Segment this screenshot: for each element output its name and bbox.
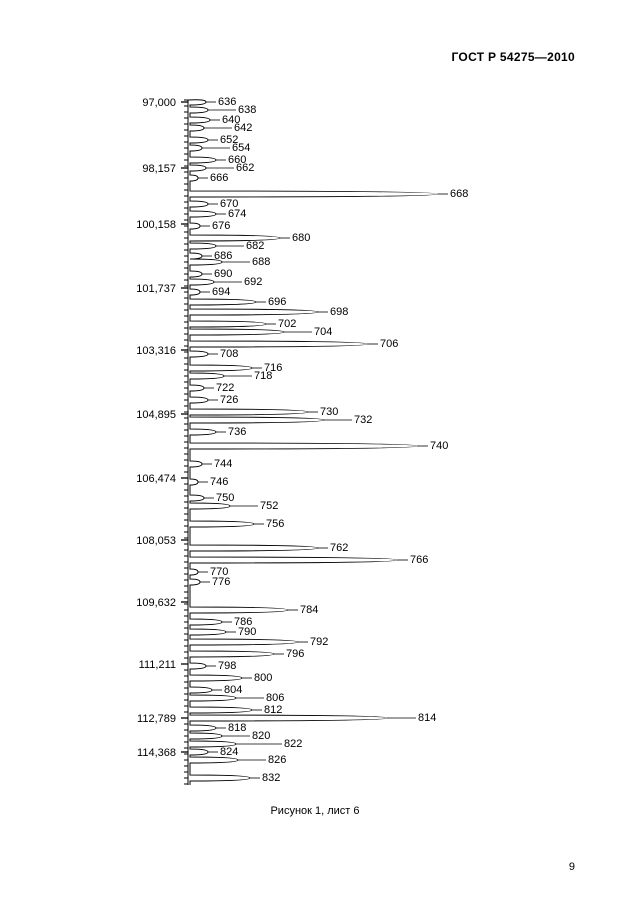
peak-label: 636 (218, 96, 236, 108)
peak-label: 818 (228, 722, 246, 734)
peak-label: 668 (450, 188, 468, 200)
peak-label: 820 (252, 730, 270, 742)
peak-label: 776 (212, 576, 230, 588)
peak-label: 690 (214, 268, 232, 280)
peak-label: 676 (212, 220, 230, 232)
peak-label: 702 (278, 318, 296, 330)
peak-label: 824 (220, 746, 238, 758)
peak-label: 642 (234, 122, 252, 134)
peak-label: 804 (224, 684, 242, 696)
y-axis-tick-label: 103,316 (136, 345, 176, 357)
peak-label: 798 (218, 660, 236, 672)
peak-label: 718 (254, 370, 272, 382)
y-axis-tick-label: 104,895 (136, 409, 176, 421)
peak-label: 826 (268, 754, 286, 766)
peak-label: 694 (212, 286, 230, 298)
peak-label: 682 (246, 240, 264, 252)
chromatogram-chart: 97,000 98,157 100,158 101,737 103,316 104,895… (0, 0, 630, 820)
peak-label: 756 (266, 518, 284, 530)
peak-label: 796 (286, 648, 304, 660)
peak-label: 740 (430, 440, 448, 452)
peak-label: 674 (228, 208, 246, 220)
peak-label: 704 (314, 326, 332, 338)
peak-label: 746 (210, 476, 228, 488)
peak-label: 692 (244, 276, 262, 288)
y-axis-tick-label: 114,368 (137, 747, 176, 759)
peak-label: 766 (410, 554, 428, 566)
peak-label: 744 (214, 458, 232, 470)
peak-label: 698 (330, 306, 348, 318)
peak-label: 784 (300, 604, 318, 616)
peak-label: 806 (266, 692, 284, 704)
peak-label: 696 (268, 296, 286, 308)
peak-label: 722 (216, 382, 234, 394)
peak-label: 814 (418, 712, 436, 724)
peak-label: 666 (210, 172, 228, 184)
peak-label: 686 (214, 250, 232, 262)
peak-label: 832 (262, 772, 280, 784)
peak-label: 732 (354, 414, 372, 426)
y-axis-tick-label: 101,737 (136, 283, 176, 295)
peak-label: 752 (260, 500, 278, 512)
peak-label: 708 (220, 348, 238, 360)
y-axis-tick-label: 97,000 (142, 97, 176, 109)
peak-label: 812 (264, 704, 282, 716)
peak-label: 800 (254, 672, 272, 684)
y-axis-tick-label: 108,053 (136, 535, 176, 547)
peak-label: 736 (228, 426, 246, 438)
peak-label: 680 (292, 232, 310, 244)
peak-label: 706 (380, 338, 398, 350)
peak-label: 638 (238, 104, 256, 116)
y-axis-tick-label: 109,632 (136, 597, 176, 609)
y-axis-tick-label: 106,474 (136, 473, 176, 485)
peak-label: 726 (220, 394, 238, 406)
peak-label: 822 (284, 738, 302, 750)
peak-label: 750 (216, 492, 234, 504)
y-axis-tick-label: 98,157 (142, 163, 176, 175)
peak-label: 654 (232, 142, 250, 154)
peak-label: 662 (236, 162, 254, 174)
peak-label: 790 (238, 626, 256, 638)
peak-label: 730 (320, 406, 338, 418)
peak-label: 762 (330, 542, 348, 554)
peak-label: 688 (252, 256, 270, 268)
y-axis-tick-label: 100,158 (136, 219, 176, 231)
y-axis-tick-label: 112,789 (137, 713, 176, 725)
figure-caption: Рисунок 1, лист 6 (0, 805, 630, 817)
page-number: 9 (569, 861, 575, 873)
peak-label: 792 (310, 636, 328, 648)
y-axis-tick-label: 111,211 (139, 659, 176, 671)
